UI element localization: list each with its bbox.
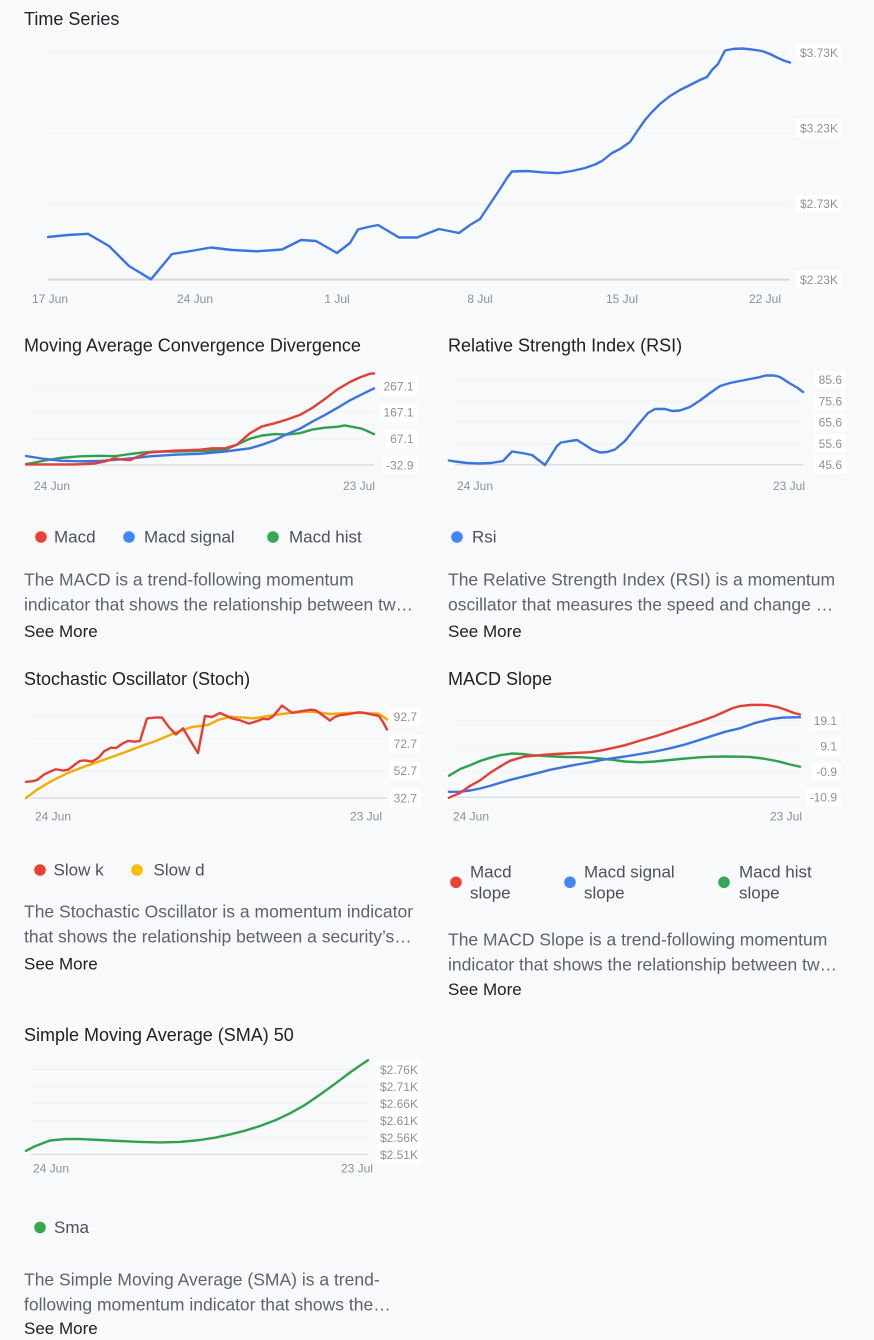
svg-text:See More: See More (24, 622, 98, 641)
svg-text:22 Jul: 22 Jul (749, 292, 781, 306)
svg-text:Simple Moving Average (SMA) 50: Simple Moving Average (SMA) 50 (24, 1025, 294, 1045)
svg-text:Macd: Macd (54, 528, 96, 547)
svg-text:$2.66K: $2.66K (380, 1097, 418, 1111)
svg-text:$3.23K: $3.23K (800, 122, 838, 136)
svg-text:67.1: 67.1 (390, 432, 414, 446)
svg-text:$2.61K: $2.61K (380, 1114, 418, 1128)
svg-text:9.1: 9.1 (820, 740, 837, 754)
svg-text:that shows the relationship be: that shows the relationship between a se… (24, 927, 412, 947)
svg-text:Macd: Macd (470, 862, 512, 881)
svg-text:Relative Strength Index (RSI): Relative Strength Index (RSI) (448, 336, 682, 356)
svg-text:52.7: 52.7 (394, 764, 418, 778)
svg-text:Sma: Sma (54, 1218, 90, 1237)
svg-text:See More: See More (448, 980, 522, 999)
svg-text:Slow d: Slow d (154, 861, 205, 880)
svg-text:$2.76K: $2.76K (380, 1063, 418, 1077)
svg-text:75.6: 75.6 (819, 394, 843, 408)
svg-text:267.1: 267.1 (383, 380, 413, 394)
svg-text:23 Jul: 23 Jul (341, 1161, 373, 1175)
svg-text:slope: slope (470, 884, 511, 903)
svg-text:The Relative Strength Index (R: The Relative Strength Index (RSI) is a m… (448, 570, 835, 590)
svg-text:MACD Slope: MACD Slope (448, 669, 552, 689)
svg-text:23 Jul: 23 Jul (343, 479, 375, 493)
svg-text:72.7: 72.7 (394, 737, 418, 751)
svg-text:See More: See More (24, 955, 98, 974)
svg-text:See More: See More (448, 622, 522, 641)
svg-text:24 Jun: 24 Jun (35, 810, 71, 824)
svg-text:19.1: 19.1 (814, 714, 838, 728)
svg-text:23 Jul: 23 Jul (350, 810, 382, 824)
svg-text:indicator that shows the relat: indicator that shows the relationship be… (24, 595, 413, 615)
svg-text:65.6: 65.6 (819, 416, 843, 430)
svg-text:92.7: 92.7 (394, 710, 418, 724)
svg-text:15 Jul: 15 Jul (606, 292, 638, 306)
svg-text:Macd hist: Macd hist (739, 862, 812, 881)
svg-text:$2.56K: $2.56K (380, 1131, 418, 1145)
svg-text:8 Jul: 8 Jul (467, 292, 492, 306)
svg-text:Moving Average Convergence Div: Moving Average Convergence Divergence (24, 336, 361, 356)
svg-text:indicator that shows the relat: indicator that shows the relationship be… (448, 955, 837, 975)
svg-text:slope: slope (739, 884, 780, 903)
svg-text:Macd signal: Macd signal (584, 862, 675, 881)
svg-text:The MACD is a trend-following: The MACD is a trend-following momentum (24, 570, 354, 590)
svg-text:The MACD Slope is a trend-foll: The MACD Slope is a trend-following mome… (448, 930, 827, 950)
svg-text:$2.71K: $2.71K (380, 1080, 418, 1094)
svg-text:24 Jun: 24 Jun (33, 1161, 69, 1175)
svg-text:See More: See More (24, 1319, 98, 1338)
svg-text:Macd signal: Macd signal (144, 528, 235, 547)
svg-text:The Stochastic Oscillator is a: The Stochastic Oscillator is a momentum … (24, 902, 413, 922)
svg-text:$2.51K: $2.51K (380, 1148, 418, 1162)
svg-text:$2.23K: $2.23K (800, 273, 838, 287)
svg-text:Macd hist: Macd hist (289, 528, 362, 547)
svg-text:45.6: 45.6 (819, 458, 843, 472)
svg-text:The Simple Moving Average (SMA: The Simple Moving Average (SMA) is a tre… (24, 1269, 380, 1289)
svg-text:24 Jun: 24 Jun (457, 479, 493, 493)
svg-text:23 Jul: 23 Jul (770, 810, 802, 824)
svg-text:-0.9: -0.9 (816, 765, 837, 779)
svg-text:oscillator that measures the s: oscillator that measures the speed and c… (448, 595, 833, 615)
svg-text:1 Jul: 1 Jul (324, 292, 349, 306)
svg-text:23 Jul: 23 Jul (773, 479, 805, 493)
svg-text:85.6: 85.6 (819, 373, 843, 387)
svg-text:32.7: 32.7 (394, 791, 418, 805)
svg-text:167.1: 167.1 (383, 406, 413, 420)
svg-text:$3.73K: $3.73K (800, 46, 838, 60)
svg-text:-32.9: -32.9 (386, 458, 414, 472)
svg-text:-10.9: -10.9 (810, 791, 838, 805)
svg-text:55.6: 55.6 (819, 437, 843, 451)
svg-text:following momentum indicator t: following momentum indicator that shows … (24, 1294, 391, 1314)
svg-text:Stochastic Oscillator (Stoch): Stochastic Oscillator (Stoch) (24, 669, 250, 689)
svg-text:$2.73K: $2.73K (800, 197, 838, 211)
svg-text:17 Jun: 17 Jun (32, 292, 68, 306)
svg-text:Time Series: Time Series (24, 9, 119, 29)
svg-text:Slow k: Slow k (54, 861, 105, 880)
svg-text:Rsi: Rsi (472, 528, 497, 547)
svg-text:24 Jun: 24 Jun (453, 810, 489, 824)
svg-text:24 Jun: 24 Jun (34, 479, 70, 493)
svg-text:slope: slope (584, 884, 625, 903)
svg-text:24 Jun: 24 Jun (177, 292, 213, 306)
